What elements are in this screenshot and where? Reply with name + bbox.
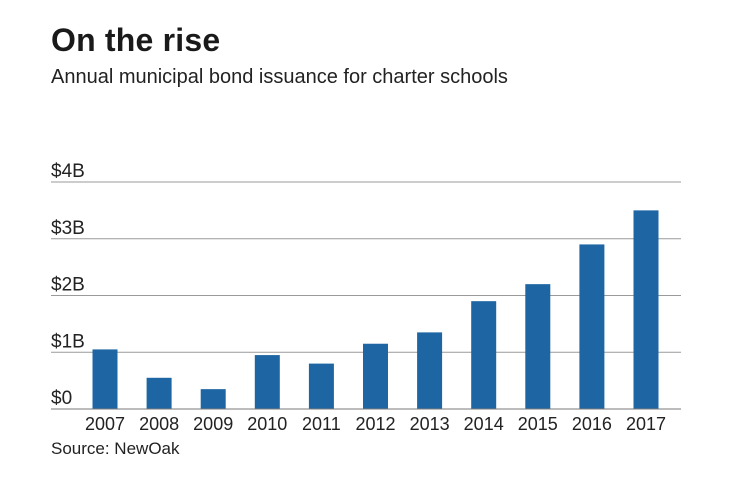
bars	[51, 210, 681, 410]
x-tick-label: 2009	[193, 414, 233, 434]
bar-2016	[579, 244, 605, 409]
y-tick-label: $3B	[51, 218, 85, 239]
x-tick-label: 2012	[355, 414, 395, 434]
x-tick-label: 2017	[626, 414, 666, 434]
bar-2017	[633, 210, 659, 409]
bar-2012	[363, 343, 388, 409]
x-tick-label: 2016	[572, 414, 612, 434]
bar-2007	[92, 349, 118, 409]
x-tick-label: 2008	[139, 414, 179, 434]
x-tick-label: 2007	[85, 414, 125, 434]
y-axis-labels: $0 $1B $2B $3B $4B	[51, 161, 85, 409]
y-tick-label: $4B	[51, 161, 85, 182]
y-tick-label: $2B	[51, 275, 85, 296]
y-tick-label: $0	[51, 388, 72, 409]
bar-2011	[308, 363, 334, 409]
x-tick-label: 2013	[410, 414, 450, 434]
source-note: Source: NewOak	[51, 439, 180, 458]
x-tick-label: 2011	[302, 414, 341, 434]
bar-2014	[471, 301, 497, 409]
bar-2009	[200, 389, 226, 409]
x-tick-label: 2015	[518, 414, 558, 434]
chart-title: On the rise	[51, 22, 221, 58]
chart-subtitle: Annual municipal bond issuance for chart…	[51, 66, 508, 88]
y-tick-label: $1B	[51, 331, 85, 352]
bar-2013	[417, 332, 443, 409]
x-tick-label: 2014	[464, 414, 504, 434]
x-axis-labels: 2007 2008 2009 2010 2011 2012 2013 2014 2015 2016…	[85, 414, 666, 434]
x-tick-label: 2010	[247, 414, 287, 434]
bar-2010	[254, 355, 280, 409]
bar-2015	[525, 284, 551, 409]
bar-2008	[146, 377, 172, 409]
